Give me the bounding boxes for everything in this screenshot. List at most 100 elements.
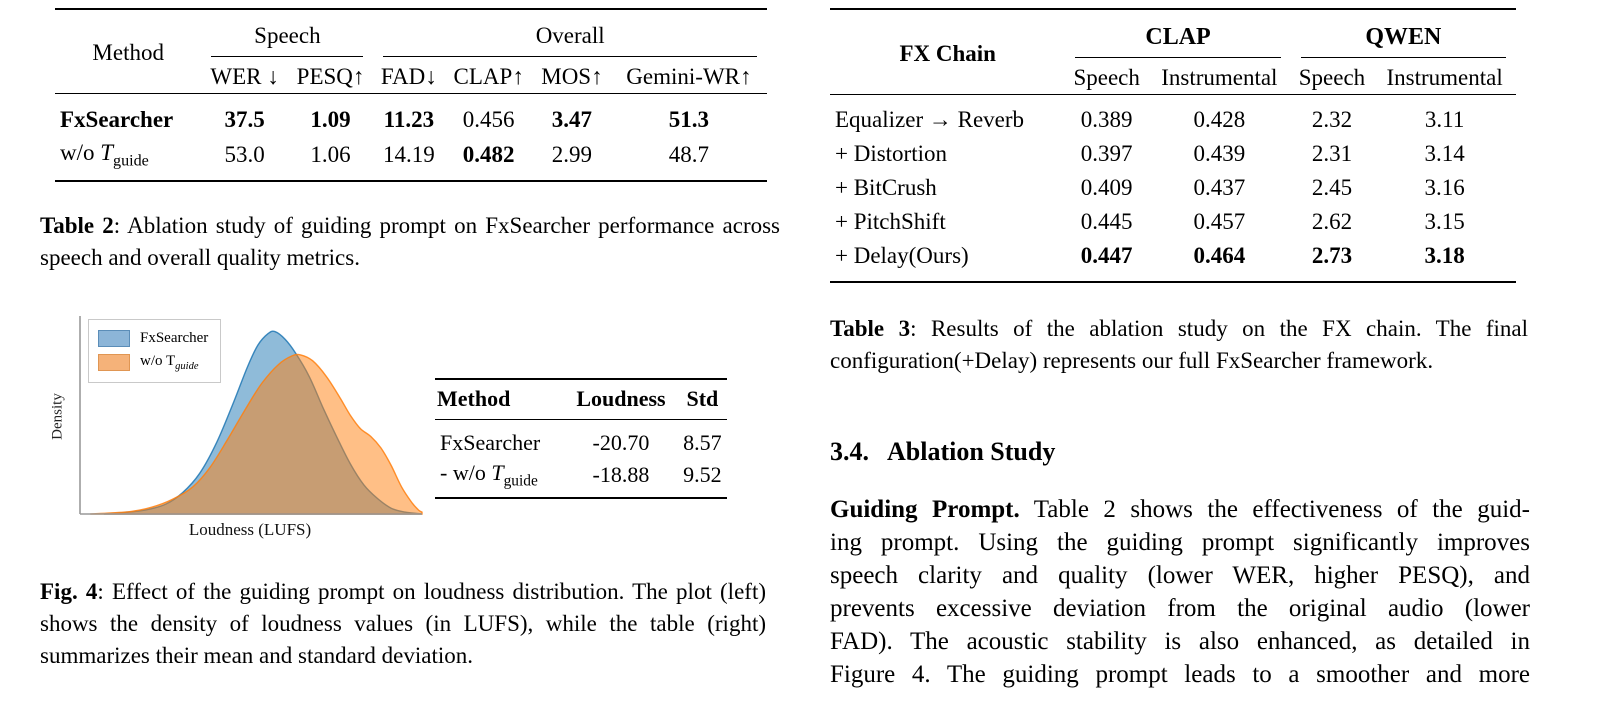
inset-col-method: Method xyxy=(435,378,565,420)
table3-cell: 0.457 xyxy=(1193,209,1246,235)
table2-caption-text: : Ablation study of guiding prompt on Fx… xyxy=(40,212,781,270)
math-T: T xyxy=(491,459,504,485)
table2-cell: 3.47 xyxy=(551,106,593,132)
section-number: 3.4. xyxy=(830,436,869,466)
y-axis-label: Density xyxy=(49,392,66,440)
subscript-guide: guide xyxy=(113,152,149,170)
table3-row-label: + BitCrush xyxy=(835,175,937,201)
right-column: FX Chain CLAP QWEN Speech Instrumental S… xyxy=(830,8,1530,691)
paragraph-line: Guiding Prompt. Table 2 shows the effect… xyxy=(830,493,1530,526)
legend-item-wo-tguide: w/o Tguide xyxy=(98,351,208,375)
inset-col-loudness: Loudness xyxy=(564,378,678,420)
table2-cell: 37.5 xyxy=(224,106,265,132)
inset-cell: -20.70 xyxy=(592,429,650,455)
paragraph-lead: Guiding Prompt. xyxy=(830,495,1020,523)
table2-cell: 1.06 xyxy=(310,141,351,167)
subscript-guide: guide xyxy=(503,471,538,489)
table2-row-wo-tguide: w/o Tguide 53.0 1.06 14.19 0.482 2.99 48… xyxy=(55,138,767,181)
paragraph-line: Figure 4. The guiding prompt leads to a … xyxy=(830,660,1530,688)
figure4-loudness-distribution: Density Loudness (LUFS) FxSearcher w/o T… xyxy=(40,312,782,560)
density-plot xyxy=(79,315,423,515)
plot-legend: FxSearcher w/o Tguide xyxy=(88,318,222,383)
table2-ablation-guiding-prompt: Method Speech Overall WER ↓ PESQ↑ FAD↓ C… xyxy=(55,8,767,182)
table2-col-gemini: Gemini-WR↑ xyxy=(610,56,767,94)
table3-cell: 2.62 xyxy=(1311,209,1353,235)
table2-caption: Table 2: Ablation study of guiding promp… xyxy=(40,210,780,274)
paragraph-line: speech clarity and quality (lower WER, h… xyxy=(830,561,1530,589)
table3-col-clap-instrumental: Instrumental xyxy=(1147,58,1291,95)
table3-group-qwen: QWEN xyxy=(1291,9,1516,58)
table3-cell: 0.397 xyxy=(1080,141,1133,167)
table3-row-label: + Distortion xyxy=(835,141,948,167)
table2-col-pesq: PESQ↑ xyxy=(287,56,374,94)
table3-cell: 0.445 xyxy=(1080,209,1133,235)
legend-label: w/o Tguide xyxy=(140,353,198,372)
table3-cell: 3.16 xyxy=(1424,175,1465,201)
paragraph-line: FAD). The acoustic stability is also enh… xyxy=(830,627,1530,655)
inset-cell: 8.57 xyxy=(683,429,722,455)
table2-col-mos: MOS↑ xyxy=(533,56,611,94)
table2-header-method: Method xyxy=(55,9,202,94)
legend-label-prefix: w/o T xyxy=(140,353,176,369)
table2-group-overall: Overall xyxy=(373,9,767,57)
paragraph-line: prevents excessive deviation from the or… xyxy=(830,594,1530,622)
inset-row-wo-tguide: - w/o Tguide -18.88 9.52 xyxy=(435,459,727,498)
table2-cell: 51.3 xyxy=(668,106,710,132)
legend-item-fxsearcher: FxSearcher xyxy=(98,327,208,351)
table3-caption-label: Table 3 xyxy=(830,315,911,341)
table2-cell: 1.09 xyxy=(310,106,351,132)
density-plot-area: Density Loudness (LUFS) FxSearcher w/o T… xyxy=(50,312,426,552)
figure4-caption-text: : Effect of the guiding prompt on loudne… xyxy=(40,578,766,668)
x-axis-label: Loudness (LUFS) xyxy=(188,519,312,539)
table3-row-label: Equalizer → Reverb xyxy=(835,107,1025,133)
inset-col-std: Std xyxy=(677,378,727,420)
table3-row-distortion: + Distortion 0.397 0.439 2.31 3.14 xyxy=(830,138,1516,172)
table3-cell: 0.439 xyxy=(1193,141,1246,167)
wo-prefix: w/o xyxy=(60,139,101,165)
table3-cell: 0.409 xyxy=(1080,175,1133,201)
table3-cell: 0.437 xyxy=(1193,175,1246,201)
loudness-stats-table: Method Loudness Std FxSearcher -20.70 8.… xyxy=(435,377,727,499)
figure4-caption-label: Fig. 4 xyxy=(40,578,98,604)
table2-group-speech: Speech xyxy=(201,9,373,57)
table3-cell: 0.447 xyxy=(1080,243,1133,269)
table2-cell: 0.456 xyxy=(462,106,515,132)
table3-row-label: + PitchShift xyxy=(835,209,946,235)
table2-row-fxsearcher: FxSearcher 37.5 1.09 11.23 0.456 3.47 51… xyxy=(55,93,767,138)
math-T: T xyxy=(100,139,114,165)
paragraph-text: Table 2 shows the effectiveness of the g… xyxy=(1019,495,1530,523)
table3-cell: 2.73 xyxy=(1311,243,1353,269)
table2-cell: 14.19 xyxy=(382,141,435,167)
table2-cell: 0.482 xyxy=(462,141,515,167)
left-column: Method Speech Overall WER ↓ PESQ↑ FAD↓ C… xyxy=(40,8,782,672)
section-heading-ablation-study: 3.4. Ablation Study xyxy=(830,437,1530,467)
legend-label-subscript: guide xyxy=(175,361,199,372)
table3-caption-text: : Results of the ablation study on the F… xyxy=(830,315,1529,373)
table2-caption-label: Table 2 xyxy=(40,212,114,238)
table3-cell: 3.18 xyxy=(1424,243,1465,269)
table3-col-qwen-instrumental: Instrumental xyxy=(1373,58,1516,95)
legend-label: FxSearcher xyxy=(140,330,209,346)
figure4-caption: Fig. 4: Effect of the guiding prompt on … xyxy=(40,576,766,672)
table3-col-clap-speech: Speech xyxy=(1065,58,1148,95)
table3-header-fxchain: FX Chain xyxy=(830,9,1066,95)
table2-cell: 11.23 xyxy=(383,106,435,132)
table2-col-clap: CLAP↑ xyxy=(444,56,534,94)
inset-row-fxsearcher: FxSearcher -20.70 8.57 xyxy=(435,419,727,459)
table3-cell: 0.428 xyxy=(1193,107,1246,133)
table3-caption: Table 3: Results of the ablation study o… xyxy=(830,313,1528,377)
table2-header: Method Speech Overall WER ↓ PESQ↑ FAD↓ C… xyxy=(55,9,767,94)
inset-cell: 9.52 xyxy=(683,461,722,487)
table3-cell: 3.15 xyxy=(1424,209,1465,235)
table3-cell: 2.31 xyxy=(1311,141,1353,167)
table3-header: FX Chain CLAP QWEN Speech Instrumental S… xyxy=(830,9,1516,95)
table3-row-pitchshift: + PitchShift 0.445 0.457 2.62 3.15 xyxy=(830,206,1516,240)
wo-prefix: - w/o xyxy=(440,459,492,485)
table3-row-bitcrush: + BitCrush 0.409 0.437 2.45 3.16 xyxy=(830,172,1516,206)
table3-row-delay-ours: + Delay(Ours) 0.447 0.464 2.73 3.18 xyxy=(830,240,1516,282)
table2-col-fad: FAD↓ xyxy=(373,56,445,94)
table3-cell: 3.14 xyxy=(1424,141,1465,167)
table3-cell: 0.389 xyxy=(1080,107,1133,133)
legend-swatch-blue xyxy=(98,330,130,347)
